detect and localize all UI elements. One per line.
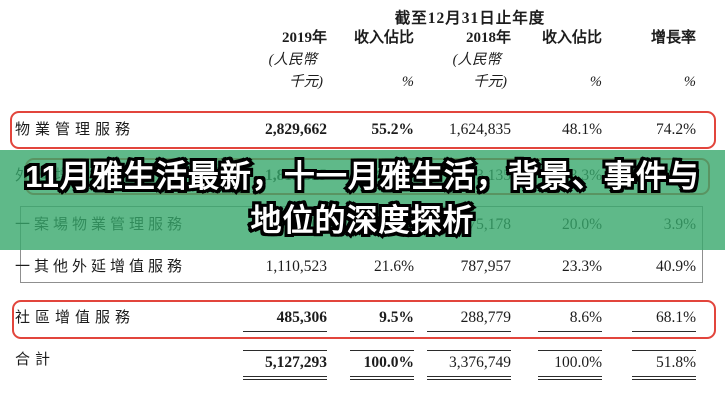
row-label: 合計: [15, 352, 56, 368]
header-col-growth: 增長率: [650, 30, 696, 46]
ratio-2018: 100.0%: [511, 350, 602, 380]
table-header-unit-row: 千元) % 千元) % %: [15, 72, 696, 92]
table-header-currency-row: (人民幣 (人民幣: [15, 50, 696, 70]
ratio-2019: 9.5%: [327, 308, 414, 332]
row-label: 一其他外延增值服務: [15, 259, 187, 275]
table-row: 一其他外延增值服務 1,110,523 21.6% 787,957 23.3% …: [15, 257, 696, 277]
percent-sign-1: %: [401, 74, 414, 90]
row-label: 社區增值服務: [15, 310, 136, 326]
currency-note-2019: (人民幣: [268, 52, 317, 68]
table-total-row: 合計 5,127,293 100.0% 3,376,749 100.0% 51.…: [15, 350, 696, 380]
ratio-2019: 21.6%: [373, 258, 414, 275]
percent-sign-3: %: [683, 74, 696, 90]
growth-rate: 74.2%: [655, 121, 696, 138]
table-period-header: 截至12月31日止年度: [394, 10, 546, 27]
header-col-ratio-2018: 收入佔比: [541, 30, 602, 46]
green-banner-overlay: [0, 150, 725, 250]
ratio-2018: 23.3%: [561, 258, 602, 275]
value-2018: 3,376,749: [414, 350, 511, 380]
highlight-box-property-management: [10, 111, 716, 149]
header-col-2019: 2019年: [281, 30, 327, 46]
banner-headline: 11月雅生活最新，十一月雅生活，背景、事件与 地位的深度探析: [0, 155, 725, 243]
ratio-2018: 8.6%: [511, 308, 602, 332]
value-2019: 485,306: [235, 308, 327, 332]
ratio-2019: 55.2%: [371, 121, 414, 138]
unit-note-2018: 千元): [473, 74, 507, 90]
currency-note-2018: (人民幣: [452, 52, 501, 68]
unit-note-2019: 千元): [289, 74, 323, 90]
growth-rate: 40.9%: [655, 258, 696, 275]
table-row: 社區增值服務 485,306 9.5% 288,779 8.6% 68.1%: [15, 308, 696, 332]
value-2019: 5,127,293: [235, 350, 327, 380]
header-spacer: [15, 28, 235, 48]
growth-rate: 68.1%: [602, 308, 696, 332]
banner-headline-line2: 地位的深度探析: [248, 200, 477, 241]
header-col-2018: 2018年: [465, 30, 511, 46]
header-col-ratio-2019: 收入佔比: [353, 30, 414, 46]
table-header-row: 2019年 收入佔比 2018年 收入佔比 增長率: [15, 28, 696, 48]
ratio-2018: 48.1%: [561, 121, 602, 138]
value-2019: 2,829,662: [265, 121, 327, 138]
highlight-box-community-services: [12, 300, 716, 339]
value-2018: 787,957: [460, 258, 511, 275]
value-2018: 1,624,835: [449, 121, 511, 138]
table-row: 物業管理服務 2,829,662 55.2% 1,624,835 48.1% 7…: [15, 120, 696, 140]
percent-sign-2: %: [589, 74, 602, 90]
row-label: 物業管理服務: [15, 122, 136, 138]
ratio-2019: 100.0%: [327, 350, 414, 380]
growth-rate: 51.8%: [602, 350, 696, 380]
value-2019: 1,110,523: [265, 258, 327, 275]
value-2018: 288,779: [414, 308, 511, 332]
banner-headline-line1: 11月雅生活最新，十一月雅生活，背景、事件与: [22, 156, 702, 197]
